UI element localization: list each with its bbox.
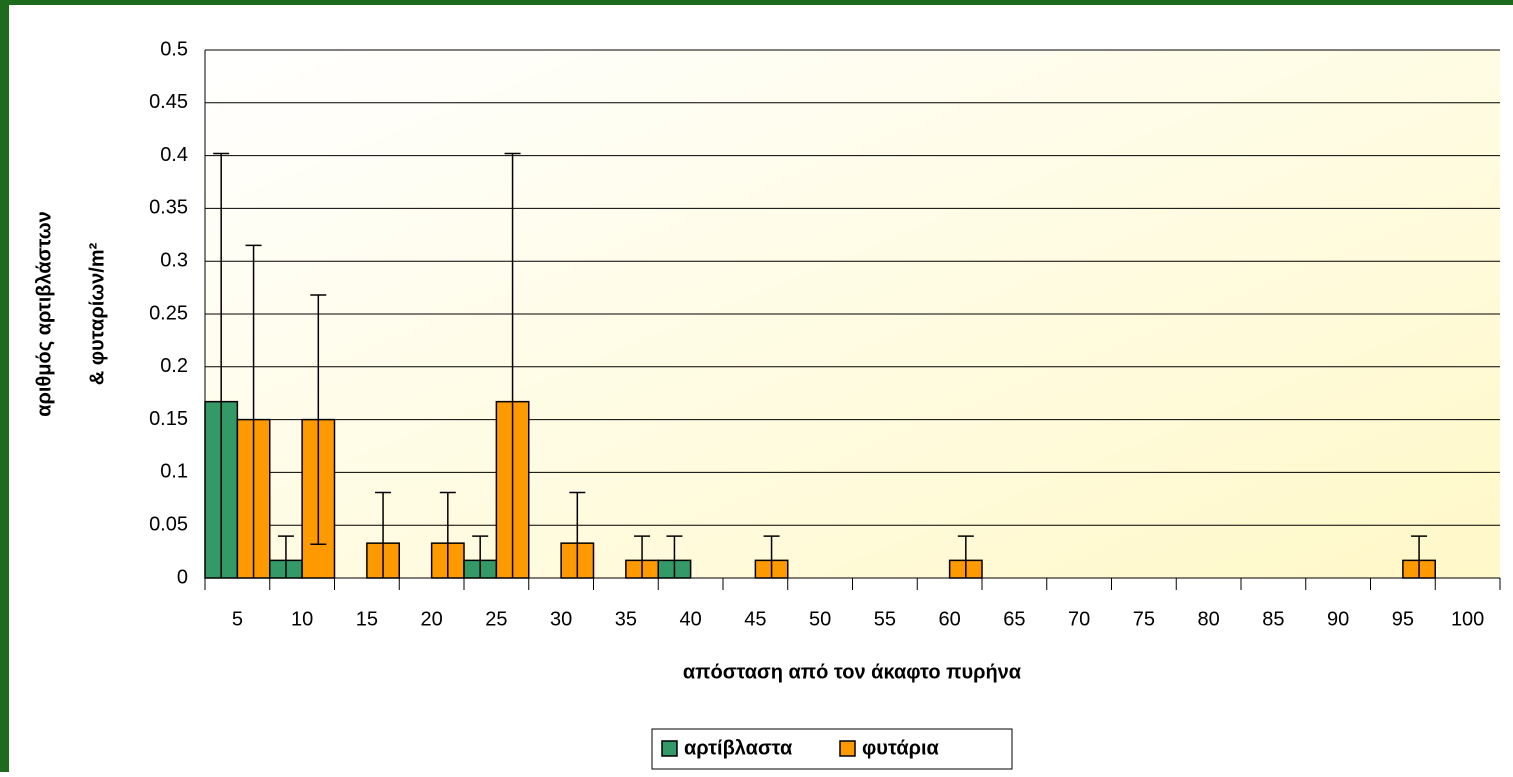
x-tick-label: 55 <box>874 608 896 630</box>
x-axis-label: απόσταση από τον άκαφτο πυρήνα <box>683 661 1022 683</box>
x-tick-label: 25 <box>485 608 507 630</box>
y-tick-label: 0.45 <box>149 91 188 113</box>
x-tick-label: 30 <box>550 608 572 630</box>
x-tick-label: 60 <box>939 608 961 630</box>
x-tick-label: 95 <box>1392 608 1414 630</box>
x-tick-label: 100 <box>1451 608 1484 630</box>
x-tick-label: 15 <box>356 608 378 630</box>
x-tick-label: 50 <box>809 608 831 630</box>
y-tick-label: 0.2 <box>160 355 188 377</box>
y-tick-label: 0.35 <box>149 197 188 219</box>
y-tick-label: 0.25 <box>149 302 188 324</box>
x-tick-label: 65 <box>1003 608 1025 630</box>
legend-label: φυτάρια <box>862 737 940 759</box>
x-tick-label: 40 <box>680 608 702 630</box>
y-axis-label: αριθμός αρτιβλάστων <box>33 211 55 417</box>
x-tick-label: 70 <box>1068 608 1090 630</box>
x-tick-label: 5 <box>232 608 243 630</box>
x-tick-label: 45 <box>744 608 766 630</box>
y-tick-label: 0 <box>177 566 188 588</box>
x-tick-label: 20 <box>421 608 443 630</box>
y-tick-label: 0.4 <box>160 144 188 166</box>
y-tick-label: 0.1 <box>160 461 188 483</box>
legend-label: αρτίβλαστα <box>684 737 793 759</box>
y-tick-label: 0.05 <box>149 513 188 535</box>
legend <box>651 728 1013 770</box>
x-tick-label: 85 <box>1262 608 1284 630</box>
x-tick-label: 90 <box>1327 608 1349 630</box>
x-tick-label: 35 <box>615 608 637 630</box>
x-tick-label: 75 <box>1133 608 1155 630</box>
legend-swatch <box>839 740 856 757</box>
legend-swatch <box>661 740 678 757</box>
y-tick-label: 0.5 <box>160 38 188 60</box>
y-tick-label: 0.3 <box>160 249 188 271</box>
y-axis-label: & φυταρίων/m² <box>86 242 108 385</box>
x-tick-label: 10 <box>291 608 313 630</box>
y-tick-label: 0.15 <box>149 408 188 430</box>
x-tick-label: 80 <box>1198 608 1220 630</box>
